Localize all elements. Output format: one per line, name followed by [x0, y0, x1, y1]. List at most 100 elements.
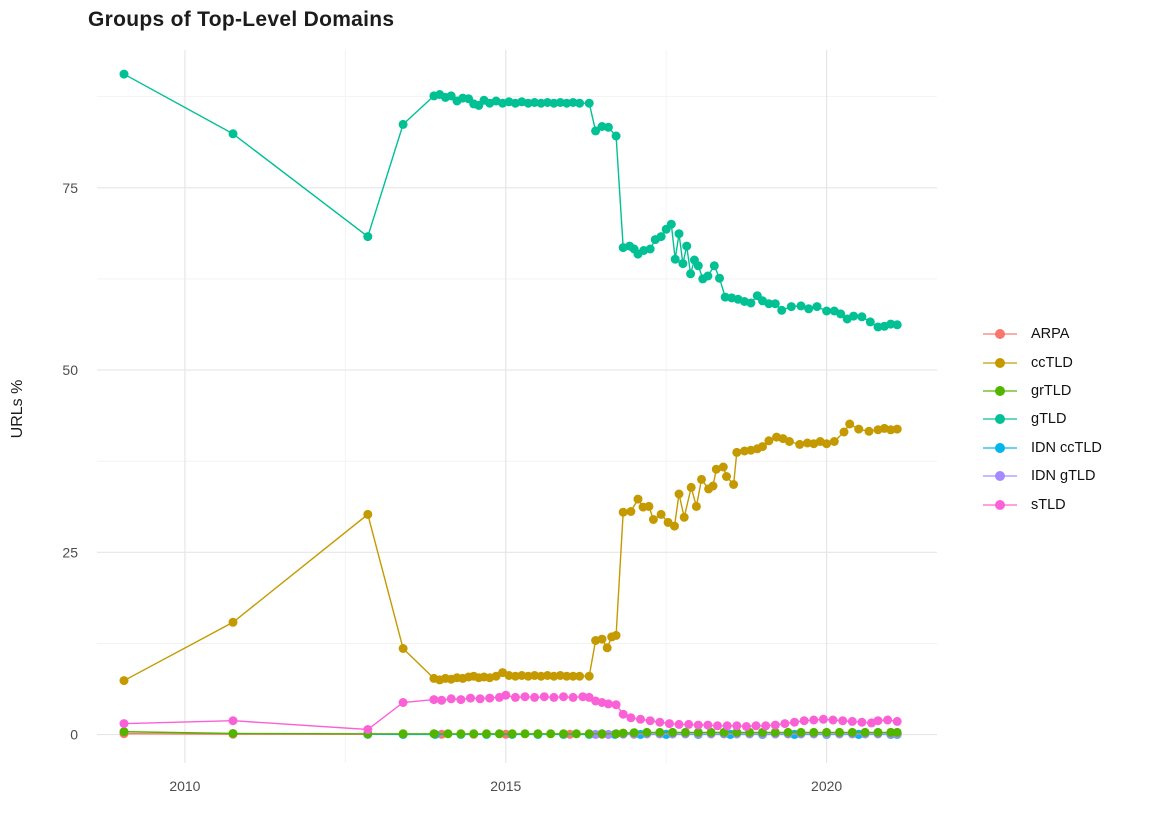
data-point-gTLD — [446, 91, 456, 101]
data-point-sTLD — [684, 719, 694, 729]
y-tick-label: 25 — [62, 544, 78, 560]
data-point-grTLD — [706, 727, 716, 737]
data-point-gTLD — [865, 317, 875, 327]
data-point-ccTLD — [633, 494, 643, 504]
data-point-ccTLD — [602, 643, 612, 653]
data-point-sTLD — [722, 721, 732, 731]
legend-key-line — [983, 329, 1017, 340]
data-point-sTLD — [228, 716, 238, 726]
data-point-grTLD — [629, 728, 639, 738]
data-point-gTLD — [892, 320, 902, 330]
legend-label: IDN ccTLD — [1031, 439, 1102, 456]
data-point-ccTLD — [822, 439, 832, 449]
data-point-sTLD — [636, 714, 645, 724]
data-point-grTLD — [533, 729, 543, 739]
data-point-ccTLD — [829, 437, 839, 446]
data-point-ccTLD — [764, 436, 774, 446]
data-point-sTLD — [799, 716, 809, 726]
data-point-sTLD — [847, 716, 857, 726]
legend-key-dot — [995, 499, 1005, 510]
data-point-sTLD — [618, 709, 628, 719]
data-point-sTLD — [475, 694, 485, 704]
data-point-sTLD — [713, 721, 722, 731]
data-point-sTLD — [466, 693, 475, 703]
data-point-grTLD — [668, 727, 678, 737]
data-point-gTLD — [804, 304, 814, 314]
y-tick-label: 0 — [70, 727, 78, 743]
data-point-gTLD — [530, 98, 540, 107]
data-point-grTLD — [835, 727, 844, 737]
data-point-ccTLD — [854, 424, 864, 434]
data-point-sTLD — [446, 694, 456, 704]
legend-key-dot — [995, 329, 1005, 340]
data-point-grTLD — [886, 727, 896, 737]
data-point-sTLD — [857, 717, 867, 727]
x-tick-label: 2010 — [169, 778, 200, 794]
data-point-ccTLD — [784, 437, 794, 446]
data-point-ccTLD — [864, 426, 874, 436]
data-point-grTLD — [783, 727, 793, 737]
data-point-grTLD — [642, 727, 652, 737]
data-point-ccTLD — [228, 617, 238, 627]
data-point-ccTLD — [839, 427, 849, 437]
data-point-sTLD — [761, 721, 771, 731]
data-point-grTLD — [680, 727, 690, 737]
data-point-gTLD — [812, 302, 822, 312]
data-point-gTLD — [666, 219, 676, 229]
data-point-ccTLD — [584, 671, 594, 681]
data-point-grTLD — [892, 727, 902, 737]
data-point-grTLD — [119, 727, 129, 737]
legend-key-dot — [995, 471, 1005, 482]
data-point-ccTLD — [398, 644, 408, 653]
legend-item-IDN-gTLD: IDN gTLD — [983, 462, 1102, 490]
data-point-sTLD — [530, 692, 540, 702]
data-point-sTLD — [655, 717, 665, 727]
data-point-sTLD — [693, 720, 703, 730]
data-point-sTLD — [873, 716, 883, 726]
legend-label: ARPA — [1031, 326, 1070, 343]
data-point-ccTLD — [795, 439, 805, 449]
legend-key-line — [983, 357, 1017, 368]
data-point-grTLD — [429, 729, 439, 739]
data-point-sTLD — [818, 714, 828, 724]
data-point-sTLD — [611, 700, 621, 710]
legend-key-line — [983, 442, 1017, 453]
data-point-grTLD — [822, 727, 832, 737]
data-point-ccTLD — [679, 512, 689, 522]
data-point-grTLD — [873, 727, 883, 737]
data-point-gTLD — [398, 119, 408, 129]
data-point-gTLD — [228, 129, 238, 139]
data-point-sTLD — [398, 698, 408, 707]
data-point-ccTLD — [892, 424, 902, 434]
data-point-sTLD — [559, 692, 568, 702]
data-point-gTLD — [575, 98, 585, 108]
data-point-ccTLD — [670, 521, 679, 531]
data-point-grTLD — [507, 729, 517, 739]
data-point-gTLD — [656, 232, 666, 242]
data-point-sTLD — [664, 719, 674, 729]
data-point-grTLD — [655, 727, 665, 737]
data-point-gTLD — [777, 305, 787, 315]
legend-item-ccTLD: ccTLD — [983, 348, 1102, 376]
data-point-grTLD — [847, 727, 857, 737]
data-point-sTLD — [892, 716, 902, 726]
y-tick-label: 50 — [62, 362, 78, 378]
data-point-gTLD — [715, 273, 724, 283]
data-point-sTLD — [603, 699, 613, 709]
legend-key-dot — [995, 414, 1005, 425]
data-point-sTLD — [838, 716, 848, 726]
data-point-grTLD — [584, 729, 594, 739]
data-point-ccTLD — [530, 671, 540, 680]
data-point-ccTLD — [697, 474, 706, 484]
data-point-grTLD — [559, 729, 568, 739]
data-point-gTLD — [709, 261, 719, 271]
data-point-sTLD — [790, 717, 799, 727]
data-point-gTLD — [686, 269, 696, 279]
data-point-grTLD — [860, 727, 870, 737]
data-point-sTLD — [645, 716, 655, 726]
data-point-gTLD — [611, 131, 621, 141]
data-point-gTLD — [568, 98, 578, 107]
data-point-grTLD — [809, 727, 819, 737]
y-tick-label: 75 — [62, 180, 78, 196]
